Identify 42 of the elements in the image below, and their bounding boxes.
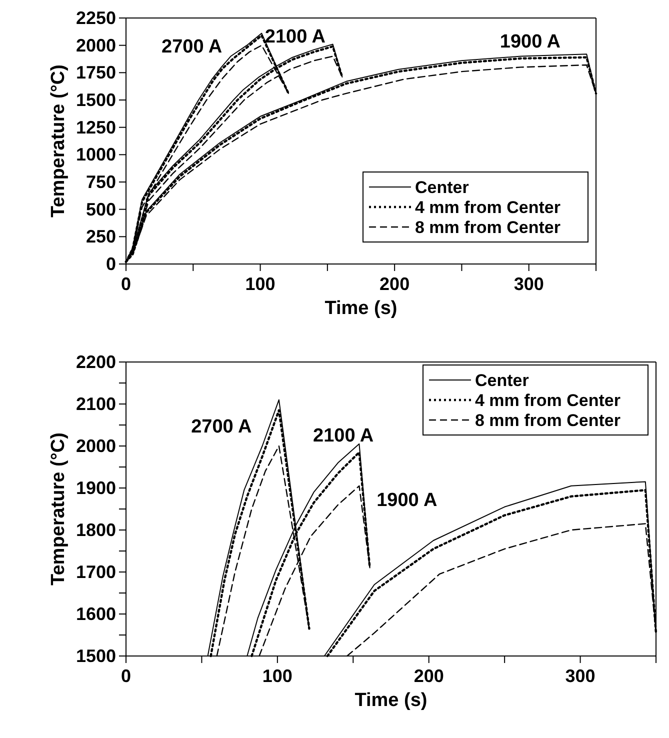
y-tick-label: 750: [86, 172, 116, 192]
y-axis-title: Temperature (°C): [48, 64, 69, 218]
x-tick-label: 300: [514, 274, 544, 294]
y-tick-label: 2250: [76, 8, 116, 28]
x-tick-label: 0: [120, 666, 132, 686]
x-tick-label: 200: [414, 666, 444, 686]
legend-label: 4 mm from Center: [415, 198, 561, 217]
y-tick-label: 2000: [76, 436, 116, 456]
y-tick-label: 1800: [76, 520, 116, 540]
x-tick-label: 100: [245, 274, 276, 294]
y-tick-label: 1000: [76, 144, 116, 165]
annotation: 2100 A: [313, 425, 374, 446]
y-tick-label: 250: [86, 226, 116, 247]
y-tick-label: 1250: [76, 117, 116, 138]
y-tick-label: 500: [86, 199, 116, 220]
y-axis-title: Temperature (°C): [48, 432, 69, 586]
y-tick-label: 1900: [76, 478, 116, 498]
y-tick-label: 1700: [76, 562, 116, 582]
x-axis-title: Time (s): [324, 298, 398, 319]
y-tick-label: 1600: [76, 604, 116, 624]
y-tick-label: 2200: [76, 352, 116, 372]
x-axis-title: Time (s): [354, 690, 428, 711]
annotation: 2100 A: [264, 26, 326, 48]
legend-label: 8 mm from Center: [475, 411, 621, 430]
legend-label: 4 mm from Center: [475, 391, 621, 410]
annotation: 1900 A: [500, 32, 561, 53]
annotation: 2700 A: [162, 36, 222, 58]
y-tick-label: 1500: [76, 90, 116, 110]
annotation: 1900 A: [376, 490, 438, 512]
x-tick-label: 100: [262, 666, 292, 686]
x-tick-label: 0: [120, 274, 132, 294]
legend-label: Center: [415, 178, 470, 197]
y-tick-label: 0: [106, 254, 116, 274]
x-tick-label: 200: [380, 274, 410, 294]
x-tick-label: 300: [565, 666, 596, 686]
legend-label: 8 mm from Center: [415, 218, 561, 237]
y-tick-label: 1500: [76, 646, 116, 666]
y-tick-label: 1750: [76, 62, 116, 83]
legend-label: Center: [475, 371, 530, 390]
y-tick-label: 2100: [76, 394, 116, 414]
annotation: 2700 A: [191, 416, 252, 438]
y-tick-label: 2000: [76, 35, 116, 56]
